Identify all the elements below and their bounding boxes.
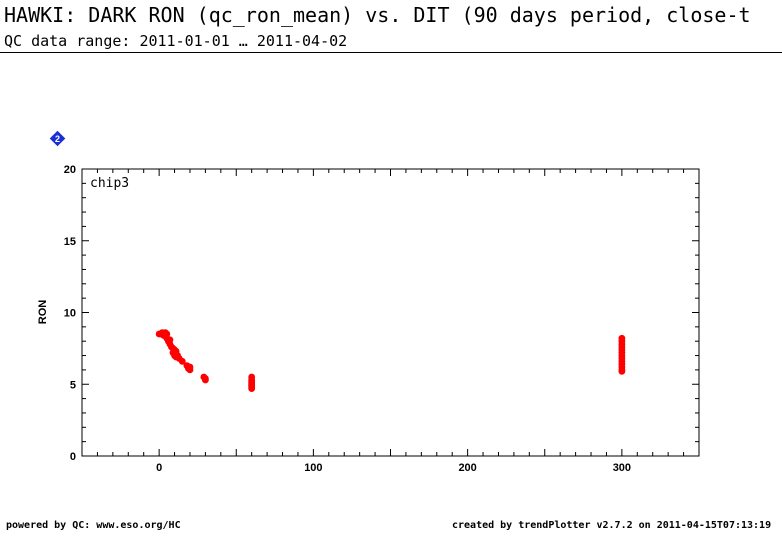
chip-badge[interactable]: 2 xyxy=(49,130,66,147)
data-point xyxy=(202,376,209,384)
x-tick-label: 200 xyxy=(458,462,476,474)
y-tick-label: 20 xyxy=(64,164,76,176)
y-tick-label: 0 xyxy=(70,451,76,463)
x-tick-label: 100 xyxy=(304,462,322,474)
data-points xyxy=(155,329,626,392)
footer-created-by: created by trendPlotter v2.7.2 on 2011-0… xyxy=(452,520,772,531)
badge-label: 2 xyxy=(55,134,60,144)
badge-diamond-icon xyxy=(49,130,66,147)
page-title: HAWKI: DARK RON (qc_ron_mean) vs. DIT (9… xyxy=(4,3,751,27)
footer-powered-by: powered by QC: www.eso.org/HC xyxy=(6,520,181,531)
axis-ticks: 0 100 200 300 0 5 10 15 20 xyxy=(64,164,700,474)
data-point xyxy=(186,363,194,371)
header-divider xyxy=(0,52,782,53)
data-point xyxy=(618,367,626,375)
y-axis-title: RON xyxy=(37,300,49,325)
data-point xyxy=(166,336,174,344)
plot-frame xyxy=(81,168,700,457)
y-tick-label: 10 xyxy=(64,308,76,320)
data-point xyxy=(248,385,256,392)
data-point xyxy=(178,357,186,365)
page-subtitle: QC data range: 2011-01-01 … 2011-04-02 xyxy=(4,32,348,50)
y-tick-label: 5 xyxy=(70,379,76,391)
y-tick-label: 15 xyxy=(64,236,76,248)
x-tick-label: 300 xyxy=(613,462,631,474)
panel-label: chip3 xyxy=(90,176,129,191)
x-tick-label: 0 xyxy=(156,462,162,474)
